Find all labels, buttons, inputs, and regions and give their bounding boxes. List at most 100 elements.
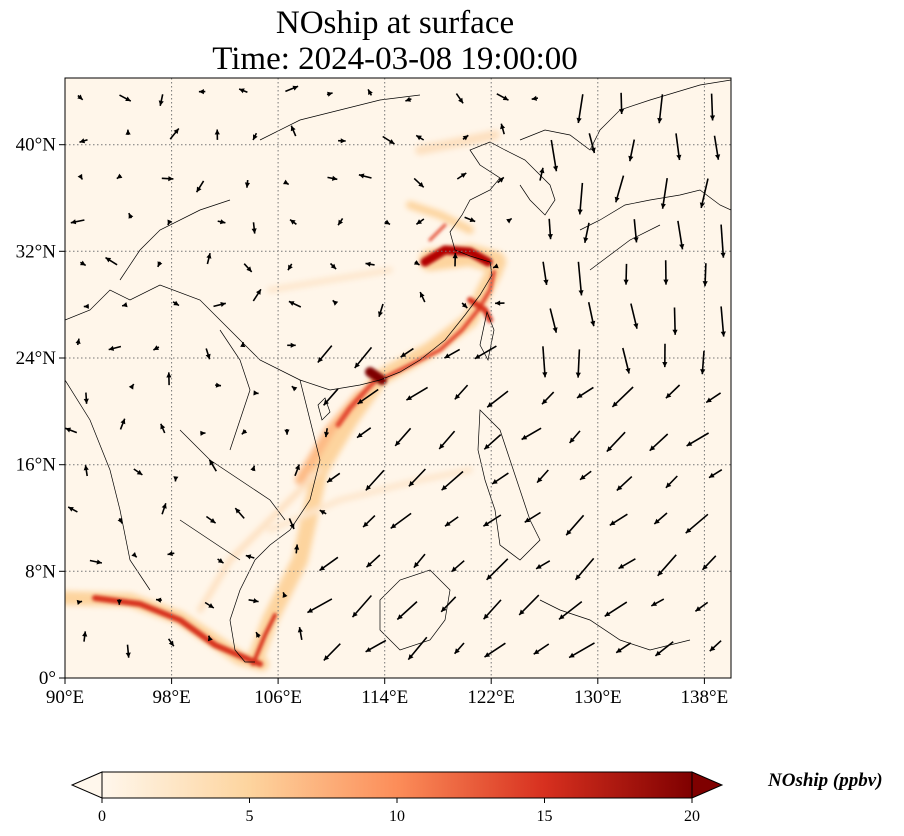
wind-arrow-head (580, 474, 586, 480)
wind-arrow-head (413, 562, 420, 568)
wind-arrow-head (502, 95, 509, 101)
wind-arrow-head (408, 654, 414, 660)
wind-arrow-head (253, 598, 259, 604)
wind-arrow-head (679, 244, 685, 250)
wind-arrow-head (253, 390, 259, 396)
wind-arrow-head (173, 128, 179, 134)
colorbar-tick-label: 0 (98, 808, 106, 825)
wind-arrow-head (323, 399, 329, 406)
lon-tick-label: 106°E (254, 687, 302, 708)
wind-arrow-head (685, 527, 692, 534)
wind-arrow-head (116, 599, 122, 605)
wind-arrow-head (219, 219, 226, 225)
wind-arrow-head (290, 342, 296, 348)
wind-arrow-head (82, 631, 88, 637)
wind-arrow-head (444, 353, 450, 359)
wind-arrow-head (451, 566, 457, 572)
wind-arrow-head (672, 329, 678, 335)
wind-arrow-head (439, 443, 445, 449)
wind-arrow-head (461, 302, 468, 308)
wind-arrow-head (483, 521, 490, 527)
wind-arrow-head (205, 353, 211, 360)
wind-arrow-head (208, 603, 214, 608)
wind-arrow-head (709, 115, 716, 121)
colorbar-tick-label: 20 (684, 808, 700, 825)
colorbar-label: NOship (ppbv) (768, 770, 883, 791)
axis-ticks (59, 144, 705, 684)
wind-arrow-head (388, 139, 395, 144)
wind-arrow-head (283, 179, 289, 185)
wind-arrow-head (616, 485, 623, 491)
wind-arrow-head (83, 303, 89, 309)
wind-arrow-head (569, 652, 575, 658)
lat-tick-label: 0° (39, 668, 56, 689)
wind-arrow-head (612, 401, 618, 407)
wind-arrow-head (559, 614, 565, 620)
wind-arrow-head (452, 253, 458, 259)
wind-arrow-head (539, 167, 545, 174)
wind-arrow-head (168, 176, 174, 182)
wind-arrow-head (542, 372, 548, 378)
wind-arrow-head (454, 394, 461, 400)
wind-arrow-head (492, 479, 498, 484)
wind-arrow-head (340, 138, 346, 144)
wind-arrow-head (614, 196, 620, 203)
wind-arrow-head (654, 518, 660, 524)
wind-vectors (65, 85, 726, 661)
wind-arrow-head (498, 177, 504, 183)
wind-arrow-head (105, 257, 112, 263)
colorbar: 0 5 10 15 20 (70, 771, 724, 825)
wind-arrow-head (136, 469, 143, 475)
wind-arrow-head (408, 480, 415, 487)
wind-arrow-head (365, 261, 371, 267)
wind-arrow-head (324, 431, 330, 438)
lat-tick-label: 32°N (16, 241, 57, 262)
coastlines (65, 79, 731, 663)
wind-arrow-head (662, 362, 668, 368)
wind-arrow-head (290, 219, 296, 225)
wind-arrow-head (406, 395, 412, 401)
wind-arrow-head (128, 213, 134, 219)
wind-arrow-head (120, 418, 126, 425)
wind-arrow-head (323, 655, 330, 661)
wind-arrow-head (486, 574, 492, 580)
wind-arrow-head (709, 645, 716, 652)
wind-arrow-head (319, 510, 326, 515)
wind-arrow-head (495, 300, 501, 306)
lon-tick-label: 90°E (46, 687, 84, 708)
wind-arrow-head (288, 301, 295, 306)
wind-arrow-head (157, 261, 163, 267)
wind-arrow-head (575, 574, 581, 580)
wind-arrow-head (616, 647, 622, 653)
wind-arrow-head (577, 393, 583, 398)
wind-arrow-head (702, 281, 708, 287)
colorbar-extend-high (691, 771, 724, 799)
wind-arrow-head (125, 652, 131, 658)
wind-arrow-head (604, 611, 611, 617)
wind-arrow-head (76, 599, 83, 605)
wind-arrow-head (96, 559, 102, 565)
wind-arrow-head (289, 523, 295, 529)
wind-arrow-head (720, 252, 726, 258)
wind-arrow-head (284, 429, 290, 435)
wind-arrow-head (108, 345, 115, 351)
wind-arrow-head (395, 440, 401, 446)
wind-arrow-head (338, 219, 343, 226)
wind-arrow-head (131, 552, 137, 558)
wind-arrow-head (253, 134, 258, 140)
wind-arrow-head (418, 182, 424, 188)
wind-arrow-head (128, 384, 134, 390)
wind-arrow-head (220, 302, 226, 307)
lon-tick-label: 98°E (152, 687, 190, 708)
wind-arrow-head (217, 558, 224, 564)
wind-arrow-head (416, 135, 422, 141)
wind-arrow-head (366, 561, 372, 568)
wind-arrow-head (628, 155, 634, 162)
wind-arrow-head (590, 147, 596, 153)
wind-arrow-head (474, 354, 481, 359)
wind-arrow-head (578, 290, 584, 296)
wind-arrow-head (365, 647, 372, 652)
wind-arrow-head (358, 173, 365, 179)
wind-arrow-head (357, 432, 363, 438)
